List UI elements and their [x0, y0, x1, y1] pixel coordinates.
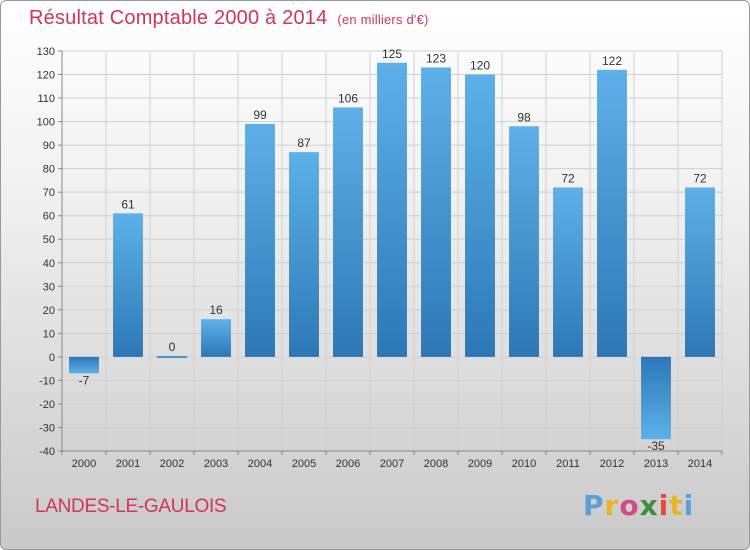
x-tick-label: 2012: [600, 458, 624, 470]
bar: [245, 123, 275, 357]
bar: [201, 319, 231, 357]
x-tick-label: 2010: [512, 458, 536, 470]
bar: [421, 67, 451, 357]
y-tick-label: 10: [43, 328, 55, 340]
y-tick-label: 60: [43, 211, 55, 223]
x-tick-label: 2002: [160, 458, 184, 470]
bar: [553, 187, 583, 357]
data-label: -7: [79, 373, 90, 387]
x-tick-label: 2009: [468, 458, 492, 470]
x-tick-label: 2003: [204, 458, 228, 470]
bars: [69, 62, 715, 440]
y-tick-label: 110: [37, 93, 55, 105]
logo-letter: r: [604, 489, 620, 522]
unit-label: (en milliers d'€): [337, 12, 429, 27]
x-tick-label: 2004: [248, 458, 272, 470]
x-tick-label: 2013: [644, 458, 668, 470]
x-tick-label: 2000: [72, 458, 96, 470]
data-label: 120: [470, 59, 490, 73]
bar: [377, 62, 407, 357]
y-tick-label: 50: [43, 234, 55, 246]
y-tick-label: 20: [43, 305, 55, 317]
y-tick-label: 40: [43, 258, 55, 270]
logo-letter: o: [619, 489, 640, 522]
logo-letter: P: [583, 489, 605, 522]
logo-letter: i: [658, 489, 670, 522]
logo-letter: i: [683, 489, 695, 522]
x-tick-label: 2014: [688, 458, 712, 470]
x-tick-label: 2001: [116, 458, 140, 470]
y-tick-label: 90: [43, 140, 55, 152]
bar: [113, 213, 143, 357]
data-label: 125: [382, 47, 402, 61]
bar: [597, 69, 627, 357]
axes: [58, 50, 723, 455]
data-label: 122: [602, 54, 622, 68]
logo-letter: x: [639, 489, 659, 522]
x-tick-label: 2007: [380, 458, 404, 470]
bar: [69, 356, 99, 374]
x-tick-label: 2011: [556, 458, 580, 470]
y-tick-label: 130: [37, 46, 55, 58]
bar: [685, 187, 715, 357]
data-label: 99: [253, 108, 267, 122]
bar: [465, 74, 495, 357]
y-tick-label: 30: [43, 281, 55, 293]
y-tick-label: 80: [43, 164, 55, 176]
data-label: 16: [209, 303, 223, 317]
y-tick-label: 100: [37, 117, 55, 129]
bar: [157, 355, 187, 358]
y-tick-label: -30: [39, 422, 55, 434]
bar: [289, 152, 319, 357]
x-tick-label: 2006: [336, 458, 360, 470]
y-tick-label: 0: [49, 352, 55, 364]
bar: [509, 126, 539, 357]
data-label: 0: [169, 340, 176, 354]
y-tick-label: 70: [43, 187, 55, 199]
data-label: -35: [647, 439, 665, 453]
data-label: 106: [338, 91, 358, 105]
x-tick-label: 2008: [424, 458, 448, 470]
y-tick-label: -10: [39, 375, 55, 387]
data-label: 72: [693, 171, 707, 185]
data-label: 98: [517, 110, 531, 124]
y-tick-label: -20: [39, 399, 55, 411]
data-label: 61: [121, 197, 135, 211]
proxiti-logo: Proxiti: [583, 489, 694, 522]
chart-title: Résultat Comptable 2000 à 2014 (en millie…: [29, 7, 429, 30]
data-label: 72: [561, 171, 575, 185]
bar: [333, 107, 363, 357]
y-tick-label: -40: [39, 446, 55, 458]
commune-name: LANDES-LE-GAULOIS: [35, 496, 227, 517]
title-text: Résultat Comptable 2000 à 2014: [29, 7, 328, 29]
labels: 1301201101009080706050403020100-10-20-30…: [37, 46, 713, 470]
x-tick-label: 2005: [292, 458, 316, 470]
bar: [641, 356, 671, 440]
y-tick-label: 120: [37, 70, 55, 82]
logo-letter: t: [669, 489, 684, 522]
data-label: 123: [426, 51, 446, 65]
data-label: 87: [297, 136, 311, 150]
